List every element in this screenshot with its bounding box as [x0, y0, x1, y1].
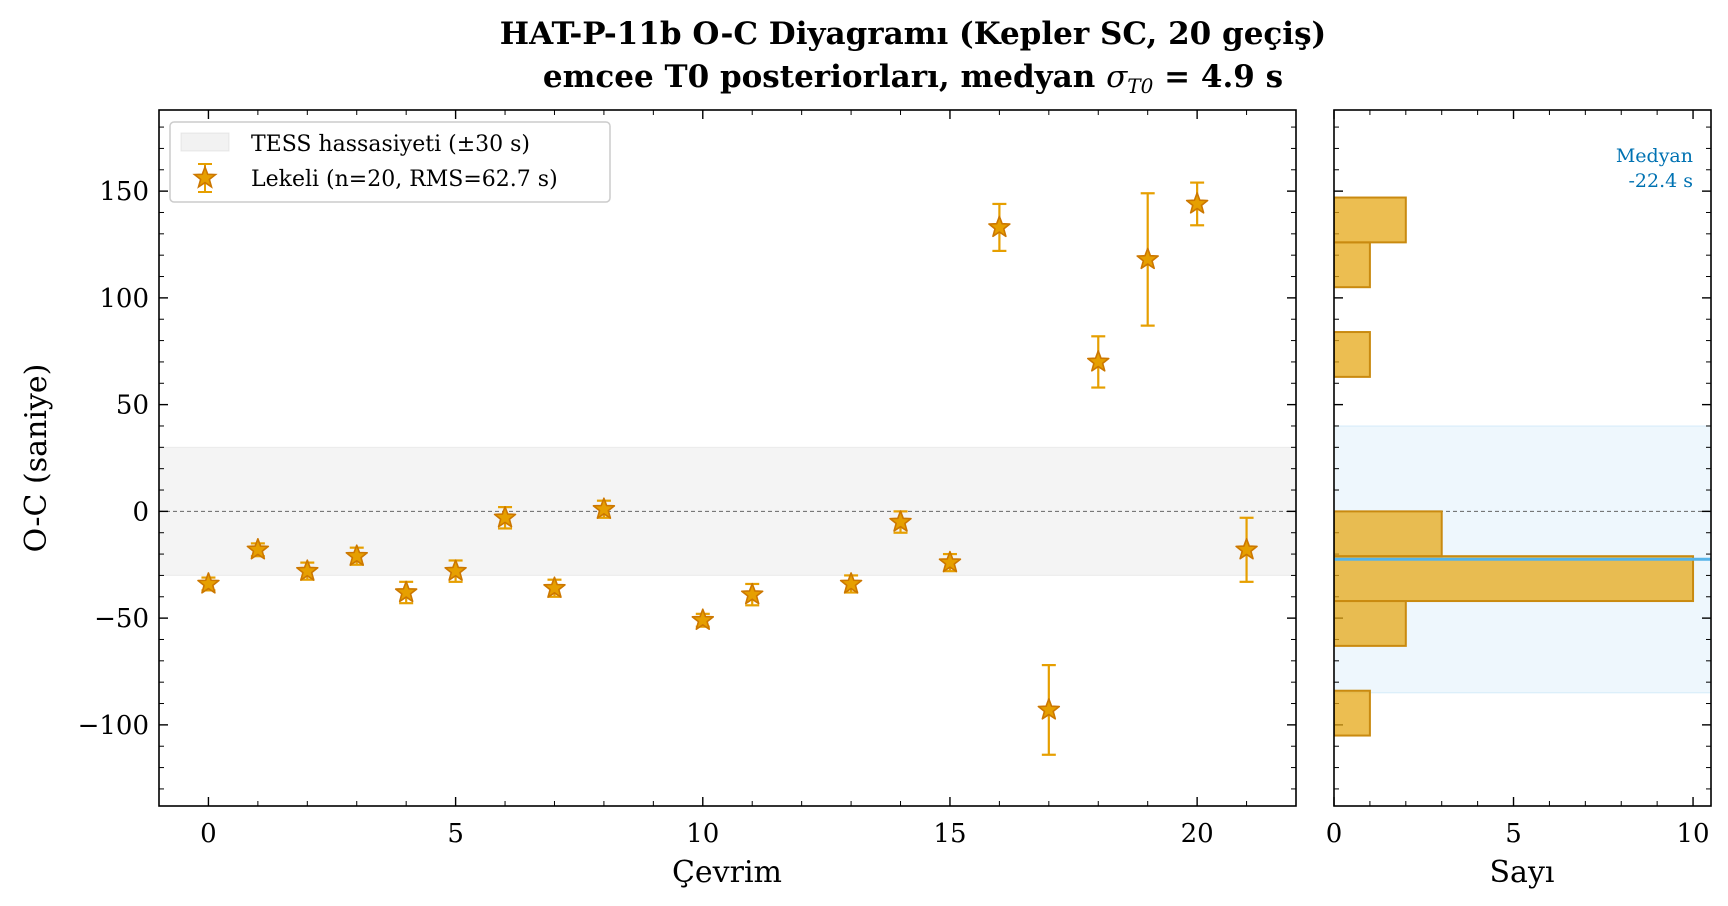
- histogram-bar: [1334, 555, 1695, 603]
- legend-star: [192, 164, 218, 189]
- histogram-bar: [1334, 331, 1371, 378]
- subtitle-sigma: σ: [1106, 59, 1128, 95]
- histogram-bar: [1334, 600, 1407, 647]
- star-marker: [1185, 192, 1209, 214]
- star-marker: [740, 582, 764, 605]
- x-tick-label: 20: [1181, 819, 1214, 849]
- y-tick-label: 150: [99, 177, 149, 207]
- oc-data-point: [543, 576, 566, 598]
- oc-data-point: [740, 582, 764, 607]
- hist-x-tick-label: 10: [1677, 819, 1710, 849]
- oc-data-point: [988, 202, 1011, 253]
- oc-data-point: [889, 510, 912, 534]
- subtitle-suffix: = 4.9 s: [1153, 59, 1283, 95]
- star-marker: [1136, 247, 1159, 270]
- legend-band-swatch: [180, 132, 230, 152]
- oc-data-point: [394, 580, 418, 605]
- oc-x-axis-label: Çevrim: [672, 855, 782, 890]
- y-tick-label: 100: [99, 284, 149, 314]
- star-marker: [345, 544, 368, 566]
- legend-band-label: TESS hassasiyeti (±30 s): [251, 132, 530, 157]
- legend: TESS hassasiyeti (±30 s) Lekeli (n=20, R…: [169, 121, 611, 203]
- histogram-bar: [1334, 196, 1407, 244]
- oc-data-point: [1185, 181, 1209, 227]
- legend-box: [169, 121, 611, 203]
- median-annotation-value: -22.4 s: [1628, 170, 1693, 192]
- y-tick-label: −50: [94, 604, 149, 634]
- oc-data-point: [444, 559, 467, 583]
- star-marker: [543, 576, 566, 598]
- oc-data-point: [493, 505, 517, 530]
- oc-data-point: [839, 572, 863, 594]
- y-tick-label: −100: [78, 711, 149, 741]
- oc-data-point: [1136, 192, 1159, 327]
- star-marker: [444, 559, 467, 581]
- star-marker: [493, 505, 517, 528]
- histogram-panel: 0 5 10 Sayı Medyan -22.4 s: [1326, 109, 1712, 890]
- oc-data-point: [1037, 663, 1061, 756]
- oc-data-point: [345, 544, 368, 566]
- hist-x-tick-label: 0: [1326, 819, 1343, 849]
- star-marker: [296, 559, 319, 581]
- legend-star-marker: [192, 163, 218, 193]
- histogram-x-axis-label: Sayı: [1490, 855, 1555, 890]
- oc-plot-frame: [158, 109, 1297, 807]
- oc-y-axis-label: O-C (saniye): [19, 364, 54, 553]
- oc-data-point: [296, 559, 319, 581]
- star-marker: [988, 215, 1011, 238]
- oc-data-point: [592, 497, 616, 519]
- legend-series-label: Lekeli (n=20, RMS=62.7 s): [251, 167, 558, 192]
- star-marker: [592, 497, 616, 519]
- histogram-plot-frame: [1333, 109, 1712, 807]
- star-marker: [197, 572, 220, 594]
- star-marker: [691, 608, 715, 630]
- star-marker: [938, 550, 962, 573]
- x-tick-label: 5: [447, 819, 464, 849]
- oc-data-point: [197, 572, 220, 594]
- subtitle-subscript: T0: [1127, 74, 1153, 98]
- y-tick-label: 0: [132, 497, 149, 527]
- subtitle-prefix: emcee T0 posteriorları, medyan: [543, 59, 1106, 95]
- oc-panel: 0 5 10 15 20 −100 −50 0 50 100 150 Çevrim O-C (san…: [19, 109, 1297, 890]
- star-marker: [394, 580, 418, 603]
- star-marker: [889, 510, 912, 532]
- chart-title: HAT-P-11b O-C Diyagramı (Kepler SC, 20 g…: [500, 16, 1326, 52]
- star-marker: [1037, 698, 1061, 720]
- y-tick-label: 50: [116, 391, 149, 421]
- star-marker: [1235, 538, 1258, 560]
- x-tick-label: 15: [933, 819, 966, 849]
- x-tick-label: 0: [200, 819, 217, 849]
- star-marker: [839, 572, 863, 594]
- hist-x-tick-label: 5: [1505, 819, 1522, 849]
- star-marker: [246, 538, 270, 560]
- oc-data-point: [1087, 335, 1110, 389]
- median-annotation-title: Medyan: [1616, 145, 1693, 167]
- histogram-bar: [1334, 241, 1371, 289]
- chart-subtitle: emcee T0 posteriorları, medyan σT0 = 4.9…: [543, 59, 1283, 98]
- oc-data-point: [938, 550, 962, 573]
- star-marker: [1087, 350, 1110, 372]
- histogram-bar: [1334, 510, 1443, 558]
- x-tick-label: 10: [686, 819, 719, 849]
- oc-data-point: [691, 608, 715, 630]
- histogram-bar: [1334, 689, 1371, 737]
- oc-data-point: [1235, 516, 1258, 583]
- oc-data-point: [246, 538, 270, 560]
